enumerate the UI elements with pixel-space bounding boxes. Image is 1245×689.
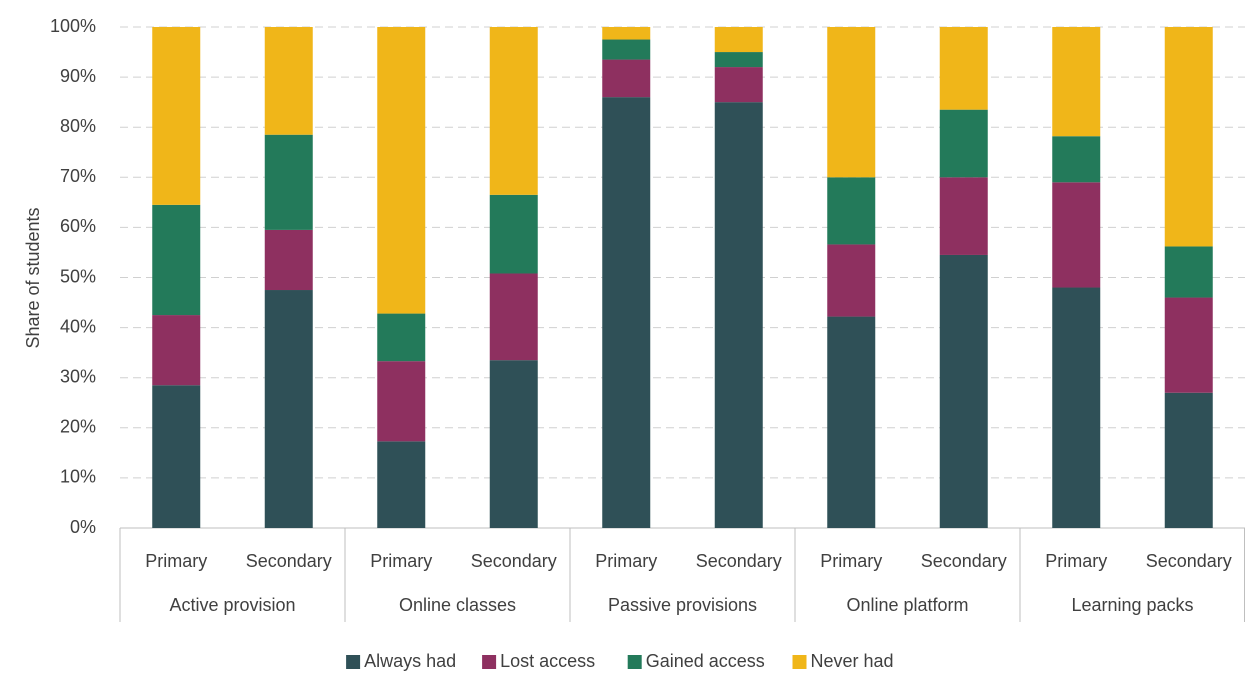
bar-segment xyxy=(827,244,876,317)
legend-label: Never had xyxy=(811,651,894,671)
y-tick-label: 90% xyxy=(60,66,96,86)
legend-swatch xyxy=(346,655,361,669)
group-label: Learning packs xyxy=(1071,595,1193,615)
y-tick-label: 30% xyxy=(60,366,96,386)
y-tick-label: 10% xyxy=(60,467,96,487)
bar-segment xyxy=(377,361,426,442)
bar-segment xyxy=(1164,297,1213,393)
bar-segment xyxy=(602,59,651,98)
y-tick-label: 60% xyxy=(60,216,96,236)
bar-segment xyxy=(602,39,651,60)
bar-segment xyxy=(1164,27,1213,247)
bar-segment xyxy=(714,27,763,53)
x-tick-label: Secondary xyxy=(1146,551,1232,571)
legend-label: Gained access xyxy=(646,651,765,671)
x-tick-label: Primary xyxy=(595,551,657,571)
bar-segment xyxy=(939,177,988,255)
y-tick-label: 70% xyxy=(60,166,96,186)
bar-segment xyxy=(827,316,876,528)
bar-segment xyxy=(264,134,313,230)
bar-segment xyxy=(1052,27,1101,137)
bar-segment xyxy=(1052,182,1101,288)
x-tick-label: Primary xyxy=(145,551,207,571)
group-label: Passive provisions xyxy=(608,595,757,615)
bar-segment xyxy=(377,27,426,314)
legend-swatch xyxy=(482,655,497,669)
legend-swatch xyxy=(792,655,807,669)
bar-segment xyxy=(264,229,313,291)
bar-segment xyxy=(714,67,763,103)
x-tick-label: Secondary xyxy=(921,551,1007,571)
legend-swatch xyxy=(627,655,642,669)
bar-segment xyxy=(1052,287,1101,528)
x-tick-label: Primary xyxy=(370,551,432,571)
bar-segment xyxy=(1052,136,1101,183)
bar-segment xyxy=(152,385,201,528)
bar-segment xyxy=(939,254,988,528)
x-tick-label: Secondary xyxy=(246,551,332,571)
bar-segment xyxy=(264,27,313,135)
bar-segment xyxy=(939,109,988,178)
y-tick-label: 100% xyxy=(50,16,96,36)
bar-segment xyxy=(602,97,651,528)
bar-segment xyxy=(152,204,201,316)
bar-segment xyxy=(602,27,651,40)
y-tick-label: 40% xyxy=(60,316,96,336)
bar-segment xyxy=(264,290,313,528)
group-label: Online platform xyxy=(846,595,968,615)
bar-segment xyxy=(489,27,538,195)
y-axis-label: Share of students xyxy=(23,207,43,348)
bar-segment xyxy=(939,27,988,110)
x-tick-label: Primary xyxy=(820,551,882,571)
bar-segment xyxy=(377,441,426,528)
bar-segment xyxy=(714,102,763,529)
y-tick-label: 20% xyxy=(60,417,96,437)
bar-segment xyxy=(377,313,426,362)
bar-segment xyxy=(1164,392,1213,528)
bar-segment xyxy=(1164,246,1213,298)
bar-segment xyxy=(489,194,538,274)
group-label: Online classes xyxy=(399,595,516,615)
bar-segment xyxy=(827,27,876,178)
legend-label: Always had xyxy=(364,651,456,671)
bar-segment xyxy=(489,273,538,361)
y-tick-label: 50% xyxy=(60,266,96,286)
legend-label: Lost access xyxy=(500,651,595,671)
bar-segment xyxy=(152,27,201,205)
y-tick-label: 80% xyxy=(60,116,96,136)
bar-segment xyxy=(714,52,763,68)
bar-segment xyxy=(827,177,876,245)
x-tick-label: Secondary xyxy=(471,551,557,571)
group-label: Active provision xyxy=(169,595,295,615)
y-tick-label: 0% xyxy=(70,517,96,537)
bar-segment xyxy=(489,360,538,528)
x-tick-label: Primary xyxy=(1045,551,1107,571)
bar-segment xyxy=(152,315,201,386)
x-tick-label: Secondary xyxy=(696,551,782,571)
